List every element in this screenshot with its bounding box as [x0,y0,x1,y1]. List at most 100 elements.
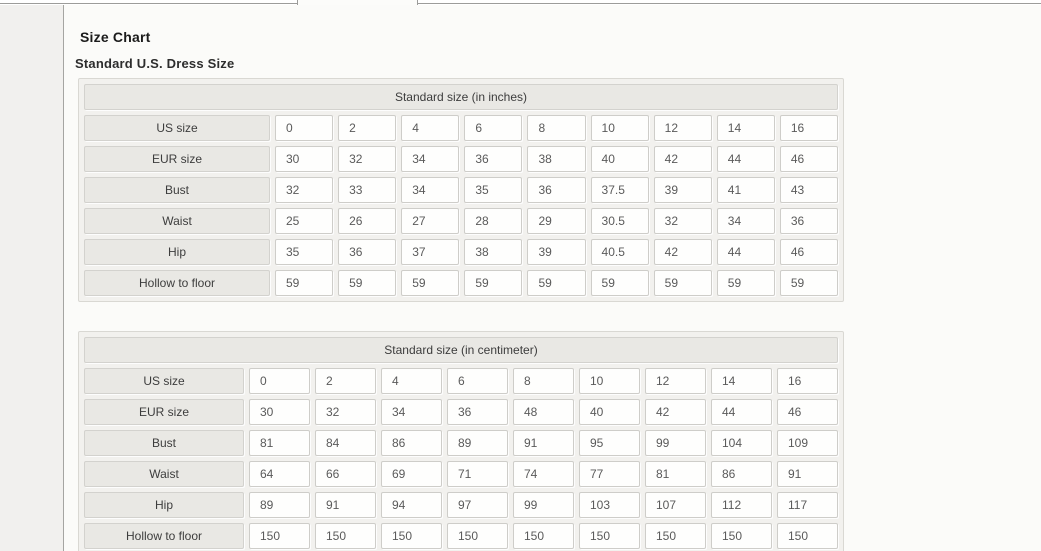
table-row: Bust 32 33 34 35 36 37.5 39 41 43 [84,177,838,203]
size-value-cell: 43 [779,177,838,203]
size-value-cell: 30 [249,399,310,425]
size-value-cell: 59 [275,270,334,296]
size-value-cell: 59 [338,270,397,296]
size-value-cell: 89 [249,492,310,518]
size-value-cell: 8 [527,115,586,141]
size-value-cell: 38 [464,239,523,265]
size-value-cell: 97 [447,492,508,518]
size-value-cell: 84 [315,430,376,456]
size-value-cell: 25 [275,208,334,234]
size-value-cell: 46 [777,399,838,425]
size-value-cell: 150 [381,523,442,549]
size-value-cell: 71 [447,461,508,487]
page-background: Size Chart Standard U.S. Dress Size Stan… [0,5,1041,551]
row-label: Hollow to floor [84,270,270,296]
size-value-cell: 112 [711,492,772,518]
size-value-cell: 107 [645,492,706,518]
size-value-cell: 91 [315,492,376,518]
size-value-cell: 69 [381,461,442,487]
size-value-cell: 10 [579,368,640,394]
size-value-cell: 0 [275,115,334,141]
row-label: Hip [84,239,270,265]
size-value-cell: 46 [779,146,838,172]
size-value-cell: 33 [338,177,397,203]
size-value-cell: 30.5 [590,208,649,234]
size-value-cell: 34 [401,146,460,172]
size-value-cell: 48 [513,399,574,425]
size-value-cell: 59 [464,270,523,296]
size-value-cell: 86 [711,461,772,487]
size-value-cell: 42 [645,399,706,425]
size-value-cell: 150 [315,523,376,549]
size-value-cell: 91 [777,461,838,487]
row-label: Bust [84,430,244,456]
row-label: US size [84,368,244,394]
size-value-cell: 59 [779,270,838,296]
size-value-cell: 34 [381,399,442,425]
size-value-cell: 39 [527,239,586,265]
size-value-cell: 32 [275,177,334,203]
size-value-cell: 94 [381,492,442,518]
size-value-cell: 150 [447,523,508,549]
size-value-cell: 150 [249,523,310,549]
table-row: US size 0 2 4 6 8 10 12 14 16 [84,115,838,141]
size-value-cell: 40.5 [590,239,649,265]
size-value-cell: 36 [447,399,508,425]
size-value-cell: 8 [513,368,574,394]
size-value-cell: 12 [653,115,712,141]
size-value-cell: 42 [653,239,712,265]
size-value-cell: 38 [527,146,586,172]
size-value-cell: 77 [579,461,640,487]
size-value-cell: 104 [711,430,772,456]
size-value-cell: 36 [527,177,586,203]
table-row: EUR size 30 32 34 36 38 40 42 44 46 [84,146,838,172]
size-value-cell: 81 [645,461,706,487]
size-value-cell: 74 [513,461,574,487]
size-value-cell: 35 [464,177,523,203]
table-row: Waist 25 26 27 28 29 30.5 32 34 36 [84,208,838,234]
row-label: Waist [84,461,244,487]
table-row: Bust 81 84 86 89 91 95 99 104 109 [84,430,838,456]
table-header-inches: Standard size (in inches) [84,84,838,110]
size-value-cell: 2 [338,115,397,141]
page-title: Size Chart [80,29,151,45]
size-value-cell: 150 [711,523,772,549]
size-value-cell: 99 [645,430,706,456]
row-label: Hollow to floor [84,523,244,549]
size-value-cell: 86 [381,430,442,456]
size-value-cell: 4 [401,115,460,141]
row-label: US size [84,115,270,141]
size-value-cell: 41 [716,177,775,203]
row-label: Waist [84,208,270,234]
size-value-cell: 2 [315,368,376,394]
size-value-cell: 36 [779,208,838,234]
size-value-cell: 95 [579,430,640,456]
table-row: Hollow to floor 59 59 59 59 59 59 59 59 59 [84,270,838,296]
size-value-cell: 6 [447,368,508,394]
size-value-cell: 34 [716,208,775,234]
size-value-cell: 59 [590,270,649,296]
size-value-cell: 39 [653,177,712,203]
size-value-cell: 37.5 [590,177,649,203]
size-value-cell: 89 [447,430,508,456]
size-value-cell: 10 [590,115,649,141]
table-header-centimeter: Standard size (in centimeter) [84,337,838,363]
size-value-cell: 81 [249,430,310,456]
size-value-cell: 44 [711,399,772,425]
size-value-cell: 14 [711,368,772,394]
size-value-cell: 36 [464,146,523,172]
size-value-cell: 32 [653,208,712,234]
size-table-centimeter: Standard size (in centimeter) US size 0 2 4… [78,331,844,551]
row-label: Hip [84,492,244,518]
size-value-cell: 12 [645,368,706,394]
table-row: Hollow to floor 150 150 150 150 150 150 150 150 1… [84,523,838,549]
table-row: Hip 89 91 94 97 99 103 107 112 117 [84,492,838,518]
size-value-cell: 150 [645,523,706,549]
size-value-cell: 59 [653,270,712,296]
row-label: Bust [84,177,270,203]
size-value-cell: 150 [777,523,838,549]
table-row: Hip 35 36 37 38 39 40.5 42 44 46 [84,239,838,265]
top-tab[interactable] [297,0,418,5]
size-value-cell: 99 [513,492,574,518]
size-value-cell: 6 [464,115,523,141]
